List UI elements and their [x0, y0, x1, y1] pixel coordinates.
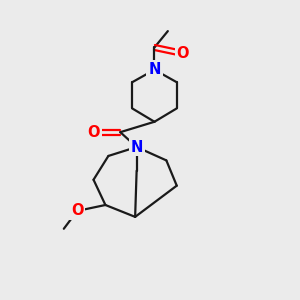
Text: N: N [130, 140, 143, 154]
Text: O: O [87, 125, 100, 140]
Text: O: O [176, 46, 189, 61]
Text: N: N [148, 62, 160, 77]
Text: O: O [71, 203, 83, 218]
